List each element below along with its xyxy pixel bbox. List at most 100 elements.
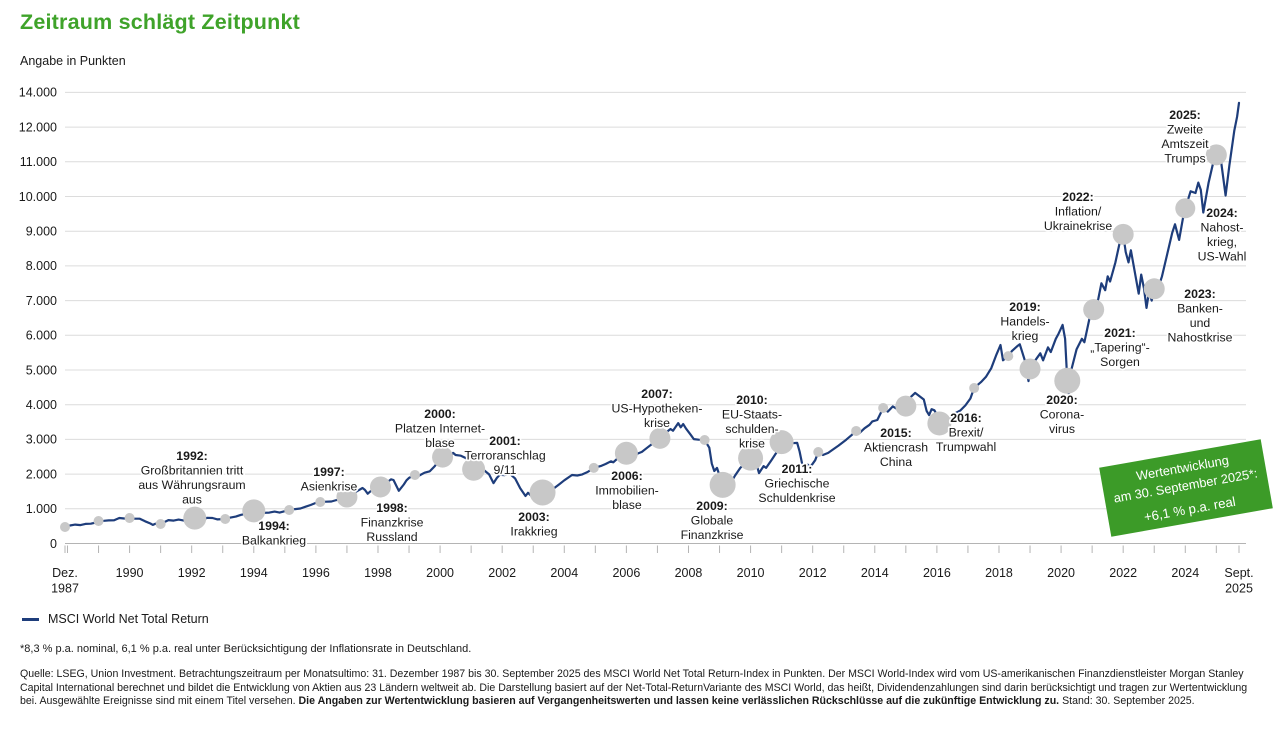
event-label: 2007: US-Hypotheken-krise <box>612 387 703 430</box>
x-axis-label: 1990 <box>116 566 144 580</box>
event-dot-small <box>284 504 295 515</box>
x-axis-label: 2004 <box>550 566 578 580</box>
event-dot <box>432 446 454 468</box>
event-label: 2021: „Tapering“-Sorgen <box>1090 326 1149 369</box>
event-dot-small <box>878 402 889 413</box>
event-label: 2015: Aktiencrash China <box>864 426 928 469</box>
event-dot <box>769 430 794 455</box>
event-dot <box>1019 358 1041 380</box>
y-axis-label: 3.000 <box>26 433 57 447</box>
event-dot-small <box>409 469 420 480</box>
x-axis-label: 2016 <box>923 566 951 580</box>
event-label: 2023: Banken-und Nahostkrise <box>1168 287 1233 345</box>
event-dot-small <box>588 462 599 473</box>
event-dot-small <box>60 522 70 533</box>
footnote-asterisk: *8,3 % p.a. nominal, 6,1 % p.a. real unt… <box>20 643 472 655</box>
event-label: 1994: Balkankrieg <box>242 519 306 548</box>
event-label: 2011: Griechische Schuldenkrise <box>758 462 835 505</box>
x-axis-label: 2018 <box>985 566 1013 580</box>
x-axis-label: 1996 <box>302 566 330 580</box>
event-dot <box>649 427 671 449</box>
event-label: 2009: Globale Finanzkrise <box>681 499 744 542</box>
y-axis-label: 8.000 <box>26 259 57 273</box>
event-dot <box>369 476 391 498</box>
x-axis-label: 2010 <box>737 566 765 580</box>
event-dot-small <box>220 514 231 525</box>
y-axis-label: 6.000 <box>26 329 57 343</box>
event-dot-small <box>969 383 980 394</box>
x-axis-label: 1998 <box>364 566 392 580</box>
x-axis-label: 2014 <box>861 566 889 580</box>
event-dot <box>1054 367 1081 394</box>
event-label: 2006: Immobilien-blase <box>595 469 659 512</box>
event-dot <box>1083 299 1105 321</box>
event-dot-small <box>124 512 135 523</box>
y-axis-label: 7.000 <box>26 294 57 308</box>
event-dot-small <box>155 518 166 529</box>
x-axis-label: 2008 <box>675 566 703 580</box>
x-axis-label: Sept. 2025 <box>1224 566 1253 596</box>
event-label: 2022: Inflation/Ukrainekrise <box>1044 190 1112 233</box>
event-dot <box>183 506 207 530</box>
event-dot-small <box>1003 351 1014 362</box>
x-axis-label: Dez. 1987 <box>51 566 79 596</box>
y-axis-label: 12.000 <box>19 120 57 134</box>
y-axis-label: 10.000 <box>19 190 57 204</box>
event-dot-small <box>93 516 104 527</box>
event-dot-small <box>315 496 326 507</box>
x-axis-label: 2000 <box>426 566 454 580</box>
y-axis-label: 5.000 <box>26 363 57 377</box>
event-label: 2003: Irakkrieg <box>510 510 557 539</box>
event-label: 2020: Corona-virus <box>1040 393 1084 436</box>
y-axis-label: 14.000 <box>19 86 57 100</box>
event-dot <box>1143 278 1165 300</box>
source-date: Stand: 30. September 2025. <box>1059 695 1195 708</box>
performance-banner-box <box>1099 439 1273 537</box>
x-axis-label: 2020 <box>1047 566 1075 580</box>
x-axis-label: 2024 <box>1171 566 1199 580</box>
event-label: 1992: Großbritannien tritt aus Währungsrau… <box>138 449 245 507</box>
event-dot-small <box>813 446 824 457</box>
event-dot <box>1175 198 1196 219</box>
event-dot <box>1205 144 1227 166</box>
chart-unit-label: Angabe in Punkten <box>20 54 126 68</box>
source-disclaimer-bold: Die Angaben zur Wertentwicklung basieren… <box>298 695 1060 708</box>
event-dot <box>336 486 358 508</box>
y-axis-label: 1.000 <box>26 502 57 516</box>
legend-label: MSCI World Net Total Return <box>48 612 209 626</box>
x-axis-label: 2022 <box>1109 566 1137 580</box>
source-text: Quelle: LSEG, Union Investment. Betracht… <box>20 668 1248 708</box>
event-label: 1998: Finanzkrise Russland <box>361 501 424 544</box>
event-dot <box>462 457 486 481</box>
source-note: Quelle: LSEG, Union Investment. Betracht… <box>20 668 1263 709</box>
event-dot <box>614 441 638 465</box>
event-label: 2001: Terroranschlag 9/11 <box>464 434 545 477</box>
event-dot <box>738 445 764 471</box>
event-dot <box>895 395 917 417</box>
event-dot <box>1112 223 1134 245</box>
event-label: 2025: Zweite Amtszeit Trumps <box>1161 108 1209 166</box>
event-label: 2000: Platzen Internet-blase <box>395 407 485 450</box>
x-axis-label: 2012 <box>799 566 827 580</box>
y-axis-label: 2.000 <box>26 467 57 481</box>
event-label: 1997: Asienkrise <box>301 465 358 494</box>
legend: MSCI World Net Total Return <box>22 612 209 626</box>
y-axis-label: 11.000 <box>20 155 57 169</box>
event-dot <box>242 499 266 523</box>
event-dot <box>927 411 952 436</box>
y-axis-label: 0 <box>50 537 57 551</box>
x-axis-label: 2002 <box>488 566 516 580</box>
x-axis-label: 1994 <box>240 566 268 580</box>
event-dot <box>709 471 736 498</box>
y-axis-label: 9.000 <box>26 225 57 239</box>
event-label: 2016: Brexit/Trumpwahl <box>936 411 996 454</box>
event-label: 2024: Nahost-krieg, US-Wahl <box>1198 206 1247 264</box>
x-axis-label: 1992 <box>178 566 206 580</box>
event-label: 2019: Handels-krieg <box>1000 300 1049 343</box>
page-title: Zeitraum schlägt Zeitpunkt <box>20 10 300 34</box>
y-axis-label: 4.000 <box>26 398 57 412</box>
event-dot-small <box>851 425 862 436</box>
